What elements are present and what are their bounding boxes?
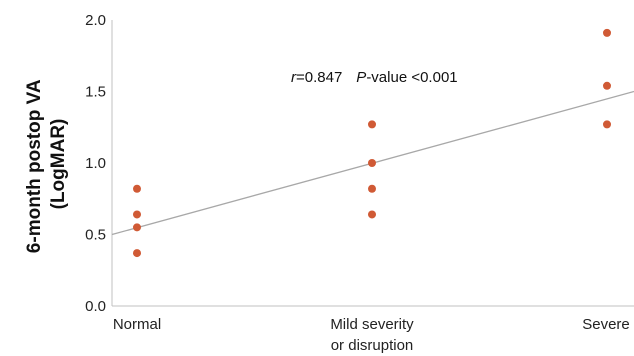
r-value: =0.847 <box>296 69 342 86</box>
data-point <box>368 184 376 193</box>
y-tick-label: 0.5 <box>85 227 106 244</box>
x-tick-label: Severe <box>582 316 630 333</box>
r-symbol: r <box>291 69 297 86</box>
data-point <box>133 223 141 232</box>
data-point <box>368 120 376 129</box>
y-tick-label: 1.5 <box>85 84 106 101</box>
data-point <box>603 81 611 90</box>
data-points <box>133 28 611 258</box>
x-tick-labels: Normal Mild severity or disruption Severe <box>113 316 630 354</box>
y-axis-title-line-2: (LogMAR) <box>48 119 69 210</box>
y-tick-label: 1.0 <box>85 155 106 172</box>
x-tick-label: Mild severity or disruption <box>330 316 414 354</box>
data-point <box>133 249 141 258</box>
p-value: -value <0.001 <box>366 69 457 86</box>
data-point <box>603 28 611 37</box>
correlation-annotation: r=0.847 P-value <0.001 <box>291 69 458 86</box>
data-point <box>368 159 376 167</box>
data-point <box>603 120 611 129</box>
y-tick-labels: 0.0 0.5 1.0 1.5 2.0 <box>85 12 106 315</box>
y-tick-label: 0.0 <box>85 298 106 315</box>
data-point <box>133 184 141 193</box>
x-tick-label: Normal <box>113 316 161 333</box>
axes <box>111 20 634 307</box>
p-symbol: P <box>356 69 366 86</box>
data-point <box>368 210 376 219</box>
y-axis-title-line-1: 6-month postop VA <box>24 79 45 253</box>
y-tick-label: 2.0 <box>85 12 106 29</box>
data-point <box>133 210 141 219</box>
y-axis-title: 6-month postop VA (LogMAR) <box>24 75 69 253</box>
